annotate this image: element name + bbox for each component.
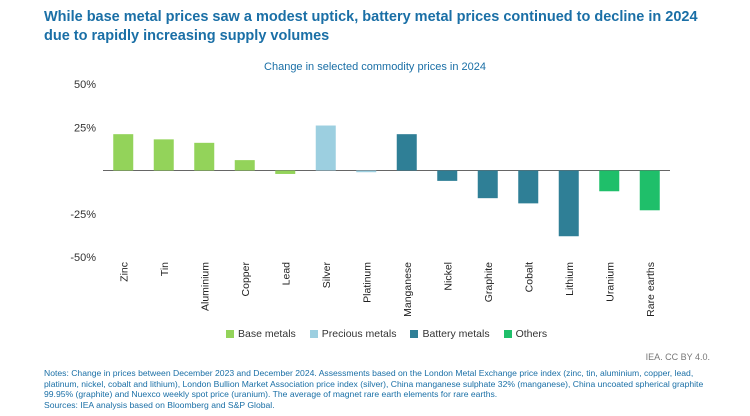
chart-legend: Base metals Precious metals Battery metals… [226, 328, 547, 340]
legend-label: Battery metals [422, 328, 490, 340]
credit-text: IEA. CC BY 4.0. [645, 352, 710, 362]
legend-swatch [309, 330, 318, 338]
bar-lead [275, 170, 296, 174]
bar-uranium [599, 170, 620, 192]
bar-silver [315, 125, 336, 171]
x-tick-label: Nickel [442, 262, 454, 291]
legend-item: Others [503, 328, 548, 340]
x-tick-label: Manganese [402, 262, 414, 317]
legend-swatch [503, 330, 512, 338]
x-tick-label: Silver [321, 262, 333, 289]
bar-platinum [356, 170, 377, 173]
x-tick-label: Uranium [604, 262, 616, 302]
bar-tin [153, 139, 174, 171]
notes-block: Notes: Change in prices between December… [44, 368, 714, 410]
legend-swatch [410, 330, 419, 338]
legend-swatch [226, 330, 234, 338]
bar-zinc [113, 134, 134, 171]
legend-item: Precious metals [309, 328, 397, 340]
legend-label: Precious metals [321, 328, 397, 340]
x-tick-label: Zinc [118, 262, 130, 282]
bar-chart: 50% 25% -25% -50% Zinc Tin Aluminium Copper Lead… [70, 79, 670, 317]
sources-text: Sources: IEA analysis based on Bloomberg… [44, 399, 275, 410]
chart-title: While base metal prices saw a modest upt… [44, 9, 698, 44]
bar-nickel [437, 170, 458, 181]
bar-aluminium [194, 142, 215, 171]
bar-lithium [558, 170, 579, 237]
y-tick-label: 25% [74, 122, 96, 134]
y-tick-label: 50% [74, 79, 96, 91]
chart-subtitle: Change in selected commodity prices in 2… [264, 61, 486, 73]
legend-label: Base metals [238, 328, 296, 340]
bar-graphite [477, 170, 498, 199]
x-tick-label: Platinum [361, 262, 373, 303]
x-tick-label: Cobalt [523, 262, 535, 292]
legend-label: Others [515, 328, 548, 340]
notes-text: Notes: Change in prices between December… [44, 368, 704, 399]
bar-copper [234, 160, 255, 171]
x-tick-label: Lithium [564, 262, 576, 296]
x-tick-label: Lead [280, 262, 292, 286]
x-tick-label: Graphite [483, 262, 495, 302]
bar-manganese [396, 134, 417, 171]
y-tick-label: -25% [70, 209, 96, 221]
y-tick-label: -50% [70, 252, 96, 264]
x-tick-label: Rare earths [645, 262, 657, 317]
legend-item: Base metals [226, 328, 296, 340]
bar-cobalt [518, 170, 539, 204]
x-tick-label: Tin [159, 262, 171, 276]
x-tick-label: Copper [240, 262, 252, 297]
bar-rare-earths [639, 170, 660, 211]
x-tick-label: Aluminium [199, 262, 211, 311]
legend-item: Battery metals [410, 328, 490, 340]
